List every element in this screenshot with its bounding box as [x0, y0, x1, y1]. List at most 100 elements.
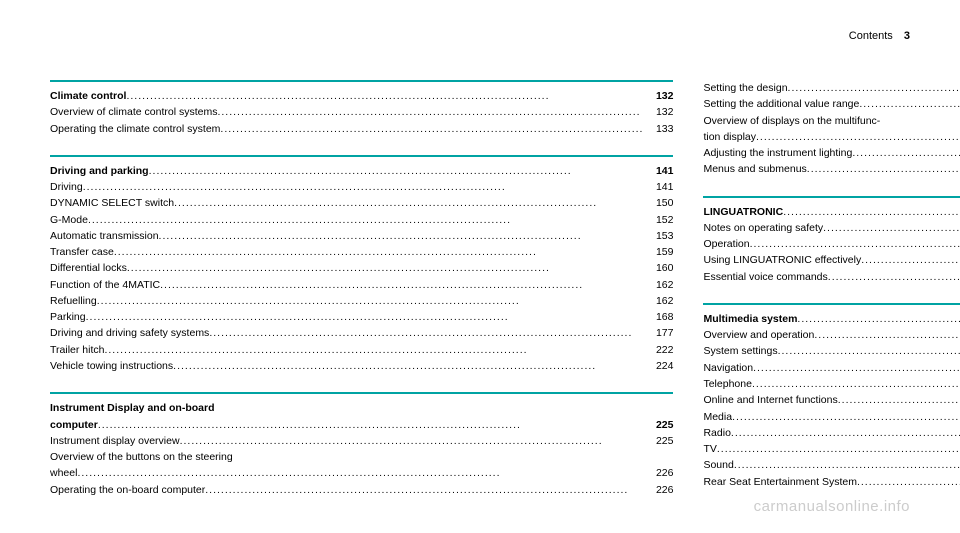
toc-column-2: Setting the design228Setting the additio… [703, 80, 960, 516]
toc-dots [852, 145, 960, 161]
toc-row: computer225 [50, 417, 673, 433]
toc-page: 133 [643, 121, 673, 137]
toc-label: Overview of climate control systems [50, 104, 217, 120]
toc-row: Driving141 [50, 179, 673, 195]
toc-row: Overview and operation252 [703, 327, 960, 343]
toc-label: Sound [703, 457, 733, 473]
toc-label: Instrument display overview [50, 433, 180, 449]
toc-dots [783, 204, 960, 220]
toc-row: Notes on operating safety237 [703, 220, 960, 236]
toc-label: Overview of the buttons on the steering [50, 449, 233, 465]
toc-row: Function of the 4MATIC162 [50, 277, 673, 293]
toc-label: Telephone [703, 376, 751, 392]
section-divider [50, 80, 673, 82]
toc-row: Climate control132 [50, 88, 673, 104]
toc-row: Trailer hitch 222 [50, 342, 673, 358]
toc-dots [828, 269, 960, 285]
toc-row: Setting the design228 [703, 80, 960, 96]
toc-dots [160, 277, 643, 293]
toc-row: Adjusting the instrument lighting230 [703, 145, 960, 161]
toc-page: 226 [643, 482, 673, 498]
toc-dots [217, 104, 643, 120]
toc-label: Instrument Display and on-board [50, 400, 215, 416]
toc-dots [149, 163, 644, 179]
toc-label: Driving and parking [50, 163, 149, 179]
toc-dots [159, 228, 644, 244]
toc-label: Operating the climate control system [50, 121, 220, 137]
toc-row: Instrument Display and on-board [50, 400, 673, 416]
toc-section: Instrument Display and on-boardcomputer2… [50, 392, 673, 498]
toc-page: 150 [643, 195, 673, 211]
toc-row: Multimedia system252 [703, 311, 960, 327]
toc-row: Overview of displays on the multifunc- [703, 113, 960, 129]
toc-row: Setting the additional value range228 [703, 96, 960, 112]
toc-dots [797, 311, 960, 327]
toc-page: 222 [643, 342, 673, 358]
toc-dots [823, 220, 960, 236]
toc-row: DYNAMIC SELECT switch 150 [50, 195, 673, 211]
toc-label: Media [703, 409, 732, 425]
toc-dots [717, 441, 960, 457]
toc-dots [180, 433, 644, 449]
toc-page: 160 [643, 260, 673, 276]
toc-row: Operating the climate control system 133 [50, 121, 673, 137]
toc-page: 177 [643, 325, 673, 341]
toc-row: Radio347 [703, 425, 960, 441]
page-header: Contents 3 [849, 30, 910, 42]
toc-label: Function of the 4MATIC [50, 277, 160, 293]
toc-row: Rear Seat Entertainment System360 [703, 474, 960, 490]
toc-section: LINGUATRONIC237Notes on operating safety… [703, 196, 960, 285]
toc-label: Refuelling [50, 293, 97, 309]
toc-dots [857, 474, 960, 490]
toc-page: 132 [643, 104, 673, 120]
toc-row: Media333 [703, 409, 960, 425]
toc-page: 162 [643, 293, 673, 309]
toc-label: Menus and submenus [703, 161, 806, 177]
toc-dots [778, 343, 960, 359]
toc-label: Essential voice commands [703, 269, 827, 285]
toc-dots [750, 236, 960, 252]
toc-label: LINGUATRONIC [703, 204, 783, 220]
toc-page: 159 [643, 244, 673, 260]
toc-label: Vehicle towing instructions [50, 358, 173, 374]
toc-page: 168 [643, 309, 673, 325]
toc-label: Climate control [50, 88, 126, 104]
toc-row: Using LINGUATRONIC effectively239 [703, 252, 960, 268]
toc-dots [731, 425, 960, 441]
toc-page: 153 [643, 228, 673, 244]
toc-section: Setting the design228Setting the additio… [703, 80, 960, 178]
toc-column-1: Climate control132Overview of climate co… [50, 80, 673, 516]
toc-label: Navigation [703, 360, 753, 376]
toc-dots [209, 325, 643, 341]
toc-row: wheel226 [50, 465, 673, 481]
toc-row: Transfer case159 [50, 244, 673, 260]
toc-label: Parking [50, 309, 86, 325]
toc-row: tion display229 [703, 129, 960, 145]
toc-dots [97, 293, 644, 309]
toc-label: Operating the on-board computer [50, 482, 205, 498]
toc-dots [220, 121, 643, 137]
toc-section: Climate control132Overview of climate co… [50, 80, 673, 137]
toc-dots [814, 327, 960, 343]
toc-label: Overview of displays on the multifunc- [703, 113, 880, 129]
toc-dots [173, 358, 643, 374]
toc-row: Operating the on-board computer 226 [50, 482, 673, 498]
toc-row: G-Mode152 [50, 212, 673, 228]
toc-label: Trailer hitch [50, 342, 104, 358]
toc-dots [788, 80, 960, 96]
section-divider [703, 303, 960, 305]
toc-label: DYNAMIC SELECT switch [50, 195, 174, 211]
toc-row: Refuelling 162 [50, 293, 673, 309]
toc-label: wheel [50, 465, 77, 481]
toc-row: Driving and driving safety systems 177 [50, 325, 673, 341]
section-divider [50, 155, 673, 157]
toc-label: TV [703, 441, 716, 457]
toc-label: G-Mode [50, 212, 88, 228]
toc-label: System settings [703, 343, 777, 359]
toc-row: Sound358 [703, 457, 960, 473]
toc-label: Driving and driving safety systems [50, 325, 209, 341]
toc-dots [861, 252, 960, 268]
toc-row: LINGUATRONIC237 [703, 204, 960, 220]
toc-label: Operation [703, 236, 749, 252]
toc-row: Differential locks160 [50, 260, 673, 276]
